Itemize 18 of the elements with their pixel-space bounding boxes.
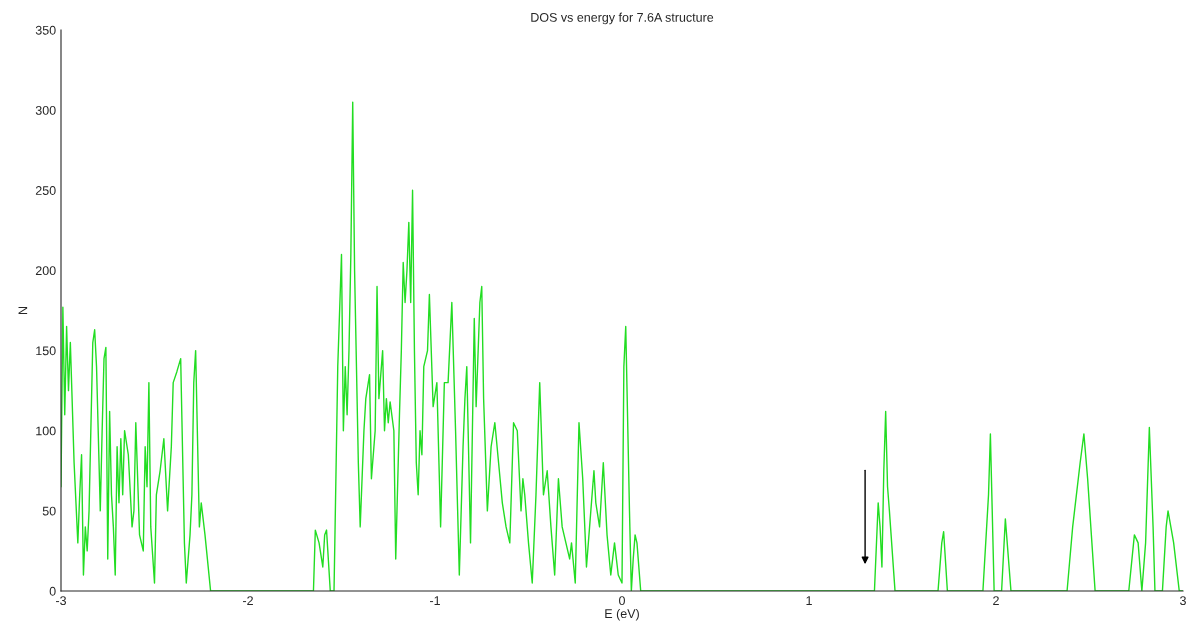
x-tick-label: -3 xyxy=(56,596,67,606)
y-tick-label: 250 xyxy=(35,186,56,195)
y-tick-label: 50 xyxy=(42,506,56,516)
y-tick-label: 0 xyxy=(49,586,56,596)
y-tick-label: 200 xyxy=(35,266,56,276)
chart-title: DOS vs energy for 7.6A structure xyxy=(531,12,714,25)
x-tick-label: 1 xyxy=(806,596,812,605)
x-tick-label: 3 xyxy=(1180,596,1186,606)
y-axis-title: N xyxy=(18,307,28,314)
y-tick-label: 100 xyxy=(36,426,56,436)
x-tick-label: -2 xyxy=(243,596,253,605)
y-tick-label: 150 xyxy=(36,346,56,356)
x-tick-label: 0 xyxy=(619,596,625,606)
x-axis-title: E (eV) xyxy=(605,608,639,621)
y-tick-label: 350 xyxy=(35,25,56,35)
x-tick-label: -1 xyxy=(430,596,440,605)
x-tick-label: 2 xyxy=(993,596,999,605)
y-tick-label: 300 xyxy=(35,105,56,115)
